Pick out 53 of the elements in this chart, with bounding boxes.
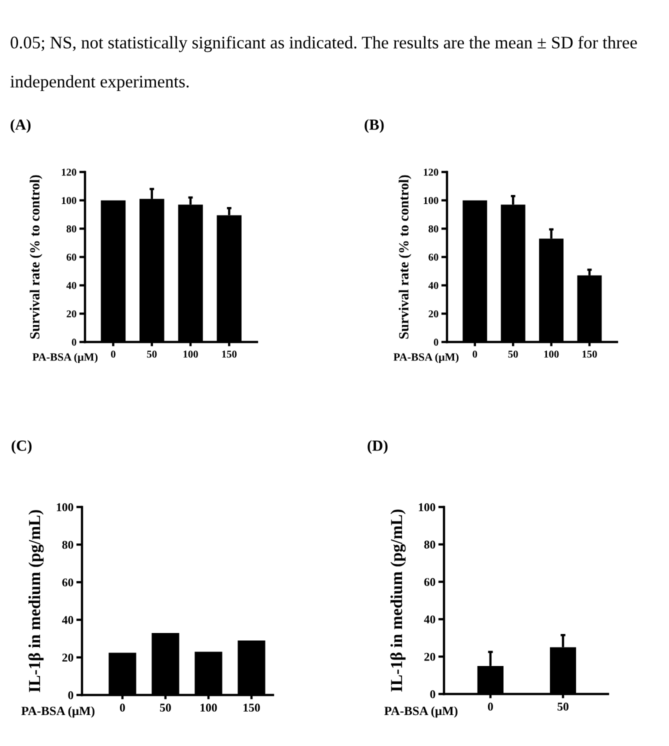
- y-tick-label: 40: [424, 615, 436, 624]
- y-axis-title: Survival rate (% to control): [30, 175, 42, 339]
- y-axis-title: IL-1β in medium (pg/mL): [390, 510, 406, 692]
- chart-title: (A): [10, 119, 31, 133]
- y-tick-label: 80: [428, 225, 438, 232]
- y-tick-label: 60: [66, 254, 76, 261]
- x-axis-title: PA-BSA (μM): [32, 352, 98, 364]
- y-tick-label: 60: [424, 578, 436, 586]
- x-tick-label: 50: [558, 702, 568, 711]
- y-tick-label: 20: [428, 310, 438, 318]
- y-tick-label: 40: [428, 282, 438, 290]
- y-tick-label: 80: [66, 225, 76, 232]
- x-tick-label: 100: [200, 704, 217, 712]
- y-tick-label: 120: [424, 168, 438, 176]
- y-tick-label: 100: [418, 503, 436, 512]
- x-axis-title: PA-BSA (μM): [384, 706, 458, 718]
- y-tick-label: 60: [428, 254, 438, 261]
- text: 0.05; NS, not statistically significant as indicated. The results are the mean ± SD for three independent experiments.: [10, 36, 637, 92]
- y-tick-label: 20: [424, 652, 436, 661]
- y-tick-label: 80: [424, 540, 436, 549]
- x-tick-label: 0: [111, 350, 116, 358]
- x-tick-label: 150: [582, 350, 597, 358]
- y-axis-title: Survival rate (% to control): [398, 175, 412, 339]
- y-tick-label: 100: [424, 197, 438, 204]
- x-tick-label: 50: [160, 704, 171, 712]
- y-tick-label: 0: [68, 691, 74, 700]
- x-tick-label: 0: [472, 350, 478, 358]
- y-tick-label: 20: [62, 654, 74, 662]
- chart-title: (B): [364, 119, 384, 133]
- y-tick-label: 0: [434, 338, 438, 346]
- y-axis-title: IL-1β in medium (pg/mL): [28, 510, 44, 692]
- x-tick-label: 50: [508, 350, 518, 358]
- y-tick-label: 80: [62, 540, 74, 549]
- x-tick-label: 50: [147, 350, 157, 358]
- x-axis-title: PA-BSA (μM): [21, 706, 94, 718]
- y-tick-label: 40: [62, 616, 74, 624]
- x-tick-label: 0: [120, 704, 125, 712]
- x-tick-label: 0: [488, 702, 493, 711]
- y-tick-label: 40: [66, 282, 76, 290]
- x-axis-title: PA-BSA (μM): [394, 352, 459, 364]
- x-tick-label: 150: [244, 704, 260, 712]
- chart-title: (D): [368, 440, 388, 454]
- y-tick-label: 0: [72, 338, 76, 346]
- y-tick-label: 120: [62, 168, 76, 176]
- y-tick-label: 100: [56, 503, 74, 512]
- x-tick-label: 150: [222, 350, 237, 358]
- x-tick-label: 100: [544, 350, 559, 358]
- x-tick-label: 100: [184, 350, 198, 358]
- y-tick-label: 60: [62, 578, 74, 586]
- y-tick-label: 100: [62, 197, 76, 204]
- y-tick-label: 20: [66, 310, 76, 318]
- chart-title: (C): [12, 440, 32, 454]
- y-tick-label: 0: [430, 690, 436, 698]
